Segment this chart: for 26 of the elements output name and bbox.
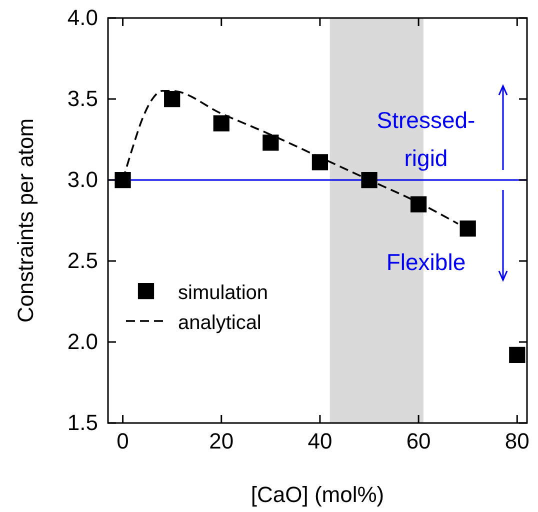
point (114, 172, 131, 188)
y-tick-label: 3.5 (67, 86, 98, 112)
annotation: Flexible (386, 249, 466, 275)
point (262, 134, 279, 151)
x-axis-title: [CaO] (mol%) (250, 482, 384, 507)
legend-label: simulation (178, 282, 268, 304)
y-axis-title: Constraints per atom (13, 118, 38, 323)
y-tick-label: 1.5 (67, 410, 98, 436)
x-tick-label: 20 (209, 428, 234, 454)
y-tick-label: 3.0 (67, 167, 98, 192)
x-tick-label: 80 (504, 428, 530, 454)
point (460, 220, 476, 237)
x-tick-label: 60 (406, 428, 431, 454)
point (410, 196, 427, 212)
annotation: Stressed- rigid (376, 107, 476, 171)
point (213, 115, 230, 132)
y-tick-label: 2.0 (67, 329, 98, 354)
y-tick-label: 4.0 (67, 5, 98, 30)
y-tick-label: 2.5 (67, 248, 98, 274)
point (164, 90, 180, 108)
legend-label: analytical (178, 312, 262, 334)
x-tick-label: 0 (116, 428, 129, 454)
point (509, 346, 526, 364)
point (312, 154, 328, 170)
point (361, 172, 378, 188)
x-tick-label: 40 (308, 428, 332, 454)
